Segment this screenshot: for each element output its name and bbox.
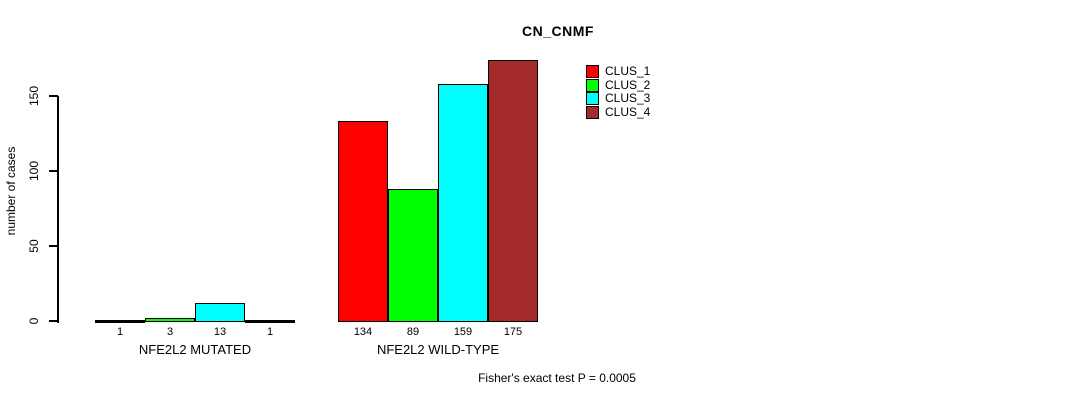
bar-clus_3-group2 <box>438 83 488 322</box>
legend-label: CLUS_3 <box>605 91 651 106</box>
bar-value-label: 13 <box>213 326 227 338</box>
bar-clus_1-group2 <box>338 121 388 322</box>
legend-item: CLUS_3 <box>586 92 650 106</box>
stat-annotation: Fisher's exact test P = 0.0005 <box>478 371 636 385</box>
group-label: NFE2L2 MUTATED <box>138 342 252 357</box>
y-axis-tick-label: 150 <box>27 85 41 107</box>
bar-clus_4-group1 <box>245 320 295 323</box>
bar-value-label: 1 <box>116 326 124 338</box>
legend-label: CLUS_4 <box>605 104 651 119</box>
bar-clus_2-group2 <box>388 188 438 322</box>
y-axis-tick-label: 100 <box>27 160 41 182</box>
bar-value-label: 159 <box>453 326 473 338</box>
bar-clus_1-group1 <box>95 320 145 323</box>
y-axis-line <box>57 96 59 323</box>
legend-item: CLUS_1 <box>586 65 650 79</box>
y-axis-tick <box>49 245 58 247</box>
bar-value-label: 134 <box>353 326 373 338</box>
y-axis-tick <box>49 95 58 97</box>
legend-item: CLUS_2 <box>586 77 651 93</box>
group-label: NFE2L2 WILD-TYPE <box>376 342 500 357</box>
bar-clus_4-group2 <box>488 59 538 322</box>
legend-swatch <box>586 92 599 106</box>
bar-value-label: 1 <box>266 326 274 338</box>
legend-item: CLUS_4 <box>586 104 651 120</box>
y-axis-tick-label: 50 <box>27 239 41 253</box>
legend-swatch <box>586 78 599 92</box>
legend-label: CLUS_1 <box>605 64 651 79</box>
legend: CLUS_1 CLUS_2 CLUS_3 CLUS_4 <box>586 65 650 119</box>
y-axis-tick-label: 0 <box>27 317 41 325</box>
bar-clus_3-group1 <box>195 302 245 322</box>
y-axis-tick <box>49 170 58 172</box>
y-axis-tick <box>49 320 58 322</box>
bar-value-label: 3 <box>166 326 174 338</box>
bar-clus_2-group1 <box>145 317 195 322</box>
chart-title: CN_CNMF <box>522 23 594 39</box>
legend-swatch <box>586 65 599 79</box>
y-axis-label: number of cases <box>4 146 18 236</box>
bar-value-label: 89 <box>406 326 420 338</box>
legend-swatch <box>586 105 599 119</box>
bar-value-label: 175 <box>503 326 523 338</box>
legend-label: CLUS_2 <box>605 77 651 92</box>
